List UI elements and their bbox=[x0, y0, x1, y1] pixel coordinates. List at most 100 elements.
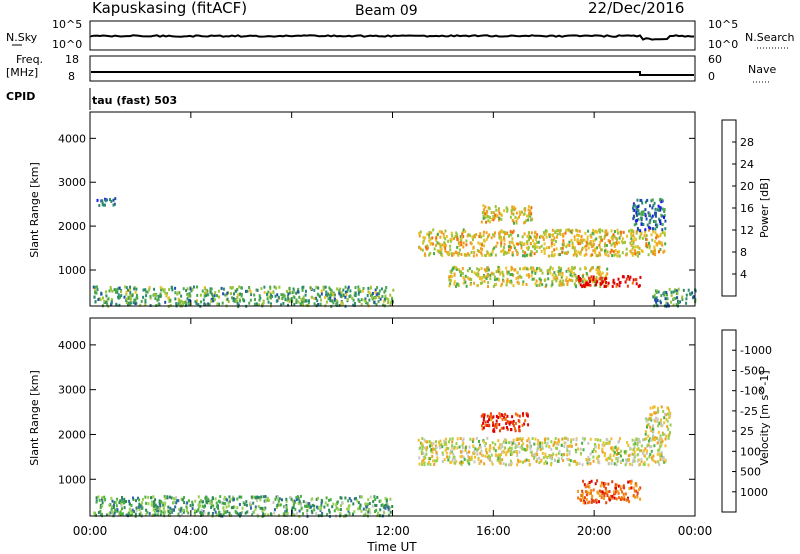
data-cell bbox=[479, 242, 482, 246]
data-cell bbox=[228, 511, 231, 515]
data-cell bbox=[530, 274, 533, 278]
data-cell bbox=[138, 504, 141, 508]
data-cell bbox=[339, 508, 342, 512]
data-cell bbox=[487, 266, 490, 270]
data-cell bbox=[385, 499, 388, 503]
data-cell bbox=[661, 439, 664, 443]
data-cell bbox=[222, 497, 225, 501]
data-cell bbox=[649, 429, 652, 433]
data-cell bbox=[524, 266, 527, 270]
data-cell bbox=[606, 490, 609, 494]
data-cell bbox=[632, 458, 635, 462]
colorbar-tick-label: 25 bbox=[740, 425, 754, 438]
data-cell bbox=[263, 290, 266, 294]
data-cell bbox=[523, 254, 526, 258]
data-cell bbox=[295, 498, 298, 501]
data-cell bbox=[485, 220, 488, 224]
data-cell bbox=[495, 213, 498, 217]
data-cell bbox=[423, 463, 426, 467]
data-cell bbox=[482, 426, 485, 430]
data-cell bbox=[499, 446, 502, 450]
data-cell bbox=[97, 298, 100, 301]
data-cell bbox=[581, 240, 584, 244]
data-cell bbox=[592, 499, 595, 503]
data-cell bbox=[647, 439, 650, 443]
data-cell bbox=[534, 243, 537, 246]
data-cell bbox=[262, 301, 265, 305]
data-cell bbox=[479, 232, 482, 236]
data-cell bbox=[236, 506, 239, 510]
data-cell bbox=[654, 460, 657, 464]
data-cell bbox=[239, 299, 241, 303]
data-cell bbox=[530, 450, 533, 454]
data-cell bbox=[127, 303, 129, 307]
data-cell bbox=[485, 213, 488, 217]
data-cell bbox=[451, 253, 454, 257]
data-cell bbox=[163, 288, 166, 292]
data-cell bbox=[652, 424, 654, 428]
data-cell bbox=[559, 279, 562, 283]
data-cell bbox=[510, 420, 513, 424]
data-cell bbox=[174, 286, 177, 290]
data-cell bbox=[421, 447, 424, 451]
data-cell bbox=[478, 268, 480, 272]
data-cell bbox=[662, 410, 665, 413]
data-cell bbox=[448, 275, 451, 279]
data-cell bbox=[347, 504, 350, 508]
data-cell bbox=[507, 251, 510, 254]
data-cell bbox=[422, 456, 425, 459]
data-cell bbox=[499, 459, 502, 463]
data-cell bbox=[515, 242, 518, 246]
xtick-label: 20:00 bbox=[577, 524, 612, 538]
data-cell bbox=[101, 504, 104, 508]
data-cell bbox=[287, 303, 289, 307]
data-cell bbox=[262, 512, 265, 516]
data-cell bbox=[181, 498, 184, 502]
data-cell bbox=[631, 452, 634, 456]
data-cell bbox=[652, 459, 655, 462]
data-cell bbox=[163, 503, 166, 507]
data-cell bbox=[378, 513, 381, 517]
data-cell bbox=[483, 413, 486, 417]
data-cell bbox=[527, 205, 530, 209]
data-cell bbox=[430, 231, 433, 235]
data-cell bbox=[590, 242, 593, 246]
data-cell bbox=[111, 505, 114, 508]
data-cell bbox=[162, 503, 165, 507]
data-cell bbox=[506, 449, 509, 453]
data-cell bbox=[481, 427, 484, 431]
data-cell bbox=[287, 292, 290, 296]
data-cell bbox=[605, 229, 608, 233]
data-cell bbox=[511, 273, 514, 276]
data-cell bbox=[515, 450, 518, 453]
data-cell bbox=[489, 220, 492, 224]
data-cell bbox=[578, 462, 581, 466]
data-cell bbox=[460, 460, 463, 464]
data-cell bbox=[428, 440, 431, 443]
data-cell bbox=[605, 491, 607, 495]
data-cell bbox=[516, 217, 519, 221]
data-cell bbox=[590, 267, 593, 271]
data-cell bbox=[229, 497, 232, 501]
data-cell bbox=[576, 239, 579, 243]
data-cell bbox=[455, 442, 458, 445]
data-cell bbox=[290, 497, 293, 501]
data-cell bbox=[365, 504, 368, 508]
data-cell bbox=[630, 228, 633, 232]
data-cell bbox=[596, 246, 598, 250]
data-cell bbox=[555, 278, 558, 282]
data-cell bbox=[657, 208, 660, 212]
data-cell bbox=[98, 498, 101, 502]
data-cell bbox=[424, 245, 427, 249]
data-cell bbox=[299, 494, 302, 498]
data-cell bbox=[650, 418, 653, 422]
data-cell bbox=[615, 284, 618, 288]
data-cell bbox=[616, 459, 619, 463]
data-cell bbox=[461, 232, 464, 236]
data-cell bbox=[601, 447, 604, 451]
data-cell bbox=[527, 273, 530, 277]
data-cell bbox=[490, 211, 493, 215]
data-cell bbox=[425, 247, 428, 251]
data-cell bbox=[325, 290, 328, 294]
